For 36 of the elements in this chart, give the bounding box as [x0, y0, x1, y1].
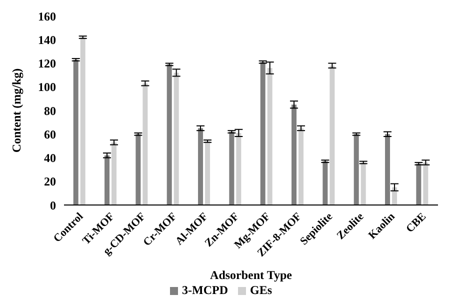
bar [423, 162, 428, 205]
bar [385, 134, 390, 205]
y-tick-label: 100 [38, 80, 56, 94]
y-tick-label: 20 [44, 174, 56, 189]
bar [80, 37, 86, 205]
bar [260, 62, 266, 205]
bar [236, 132, 242, 205]
bar [298, 128, 304, 205]
bar [354, 134, 359, 205]
x-axis-title: Adsorbent Type [210, 268, 293, 282]
bar [136, 134, 141, 205]
bar [112, 142, 117, 205]
bar [73, 60, 78, 205]
bar [416, 164, 422, 205]
y-tick-label: 80 [44, 104, 56, 118]
legend-label: GEs [250, 283, 272, 297]
bar [174, 72, 179, 205]
bar [267, 68, 272, 205]
bar [330, 66, 335, 205]
bar [360, 162, 366, 205]
bar [322, 161, 328, 205]
bar [142, 83, 148, 205]
bar [198, 128, 204, 205]
y-tick-label: 0 [50, 198, 56, 212]
bar [166, 64, 172, 205]
y-tick-label: 40 [44, 151, 56, 166]
y-tick-label: 140 [38, 32, 56, 47]
bar [229, 132, 234, 205]
y-tick-label: 60 [44, 127, 56, 142]
y-tick-label: 120 [38, 56, 56, 71]
bar [292, 104, 297, 205]
bar [205, 141, 210, 205]
legend-label: 3-MCPD [182, 283, 228, 297]
y-tick-label: 160 [38, 9, 56, 24]
y-axis-title: Content (mg/kg) [9, 68, 24, 153]
bar [104, 155, 110, 205]
